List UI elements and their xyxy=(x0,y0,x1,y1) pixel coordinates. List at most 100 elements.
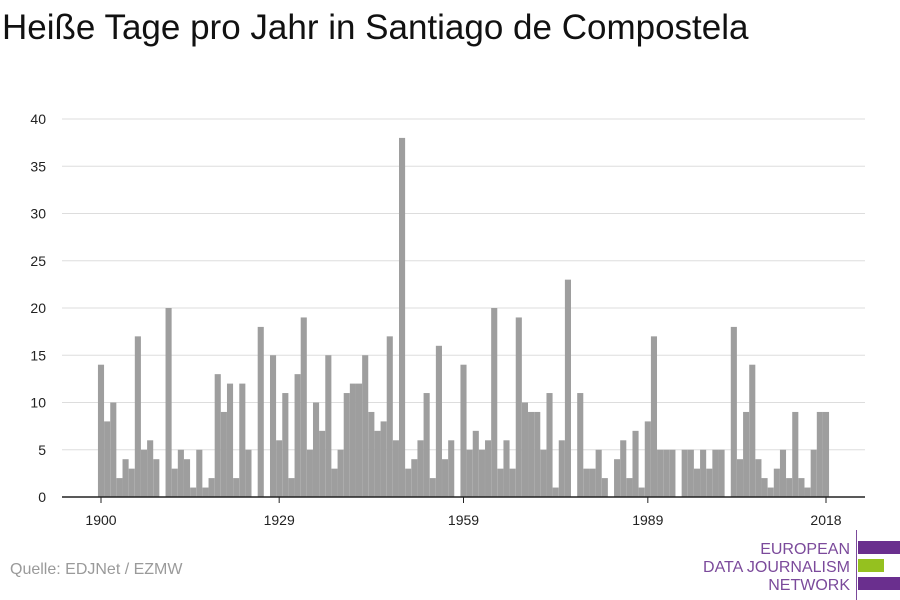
bar-1903 xyxy=(116,478,123,497)
bar-1981 xyxy=(595,449,602,497)
bar-2011 xyxy=(779,449,787,497)
bar-1938 xyxy=(331,468,338,497)
bar-2006 xyxy=(749,364,756,497)
bar-1952 xyxy=(417,440,424,497)
bar-1971 xyxy=(534,411,541,497)
bar-1965 xyxy=(497,468,504,497)
y-tick-label: 20 xyxy=(30,300,46,316)
bar-1916 xyxy=(196,449,203,497)
bar-1902 xyxy=(110,402,117,497)
bar-1941 xyxy=(349,383,356,497)
bar-1904 xyxy=(122,459,129,497)
bar-1906 xyxy=(134,336,141,497)
y-tick-label: 10 xyxy=(30,395,46,411)
bar-2014 xyxy=(798,478,805,497)
bar-1993 xyxy=(669,449,676,497)
bar-1990 xyxy=(650,336,658,497)
bar-1947 xyxy=(386,336,393,497)
bar-1966 xyxy=(503,440,510,497)
bar-2017 xyxy=(816,411,823,497)
bar-1931 xyxy=(288,478,295,497)
logo-bar-bottom xyxy=(858,577,900,590)
bar-1949 xyxy=(399,137,406,497)
bar-2009 xyxy=(767,487,774,497)
bar-1911 xyxy=(165,308,172,497)
bar-1919 xyxy=(214,374,221,497)
bar-1985 xyxy=(620,440,627,497)
bar-1987 xyxy=(632,430,639,497)
bar-1956 xyxy=(442,459,449,497)
bar-1984 xyxy=(614,459,621,497)
bar-1926 xyxy=(257,326,264,497)
bar-2001 xyxy=(718,449,725,497)
bar-1951 xyxy=(411,459,418,497)
bar-1940 xyxy=(343,393,350,497)
source-note: Quelle: EDJNet / EZMW xyxy=(10,561,183,578)
bar-2005 xyxy=(743,411,750,497)
bar-2004 xyxy=(736,459,744,497)
bar-1957 xyxy=(448,440,455,497)
y-tick-label: 25 xyxy=(30,253,46,269)
bar-1901 xyxy=(104,421,111,497)
bar-1972 xyxy=(540,449,547,497)
y-tick-label: 15 xyxy=(30,347,46,363)
logo-bar-top xyxy=(858,541,900,554)
x-tick-label: 2018 xyxy=(810,512,841,528)
bar-1960 xyxy=(466,449,473,497)
bar-1967 xyxy=(509,468,516,497)
bar-1917 xyxy=(202,487,209,497)
bar-1939 xyxy=(337,449,344,497)
bar-1908 xyxy=(147,440,154,497)
logo-divider xyxy=(856,530,857,600)
bar-1999 xyxy=(706,468,713,497)
y-tick-label: 35 xyxy=(30,158,46,174)
chart-title: Heiße Tage pro Jahr in Santiago de Compo… xyxy=(2,8,749,47)
bar-1996 xyxy=(687,449,694,497)
bar-1918 xyxy=(208,478,215,497)
bar-1946 xyxy=(380,421,387,497)
bar-1930 xyxy=(282,393,289,497)
logo-line-data-journalism: DATA JOURNALISM xyxy=(703,559,850,576)
bar-2010 xyxy=(773,468,780,497)
bar-1991 xyxy=(657,449,664,497)
bar-1914 xyxy=(183,459,191,497)
bar-1995 xyxy=(681,449,688,497)
logo-line-network: NETWORK xyxy=(768,577,850,594)
bar-1942 xyxy=(356,383,363,497)
bar-1998 xyxy=(700,449,707,497)
bar-1921 xyxy=(226,383,234,497)
bar-2000 xyxy=(712,449,719,497)
bar-1979 xyxy=(583,468,590,497)
bar-2008 xyxy=(761,478,768,497)
bar-1943 xyxy=(362,355,369,497)
bar-1982 xyxy=(601,478,608,497)
y-tick-label: 40 xyxy=(30,111,46,127)
bar-1924 xyxy=(245,449,252,497)
bar-1975 xyxy=(558,440,565,497)
x-tick-label: 1959 xyxy=(448,512,479,528)
logo-line-european: EUROPEAN xyxy=(760,541,850,558)
edjnet-logo: EUROPEAN DATA JOURNALISM NETWORK xyxy=(700,530,900,600)
y-tick-label: 30 xyxy=(30,206,46,222)
bar-1905 xyxy=(128,468,135,497)
bar-1989 xyxy=(644,421,651,497)
bar-1962 xyxy=(478,449,485,497)
bar-1978 xyxy=(577,393,584,497)
bar-1900 xyxy=(97,364,105,497)
bar-1944 xyxy=(368,411,375,497)
bar-2003 xyxy=(730,326,737,497)
bar-1909 xyxy=(153,459,160,497)
bar-2013 xyxy=(792,411,799,497)
bar-1920 xyxy=(220,411,227,497)
bar-1953 xyxy=(423,393,430,497)
axes: 0 5 10 15 20 25 30 35 40 1900 1929 1959 1989 2018 xyxy=(30,111,865,528)
bar-1915 xyxy=(190,487,197,497)
bar-1935 xyxy=(312,402,320,497)
bar-2015 xyxy=(804,487,811,497)
bar-1928 xyxy=(269,355,277,497)
bar-1988 xyxy=(638,487,645,497)
bar-1986 xyxy=(626,478,633,497)
bar-1937 xyxy=(325,355,332,497)
bar-1945 xyxy=(374,430,381,497)
